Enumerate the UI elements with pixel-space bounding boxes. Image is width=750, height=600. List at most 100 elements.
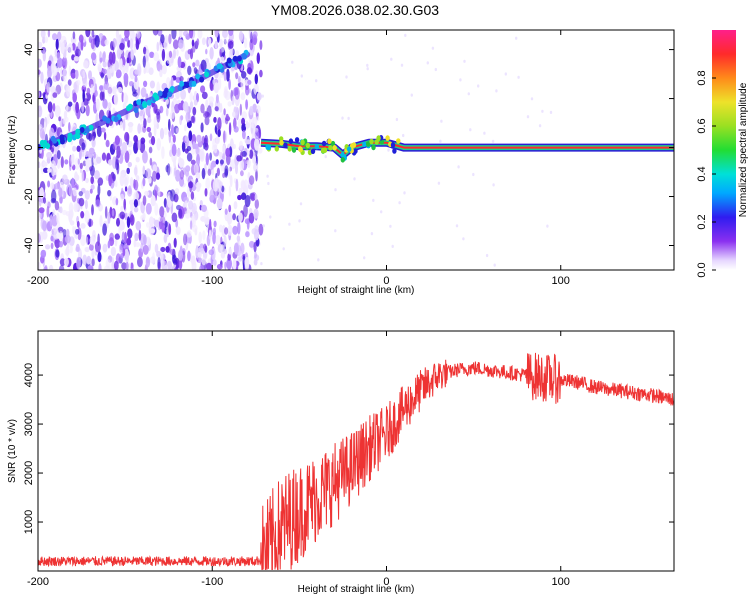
noise-blob	[85, 158, 90, 167]
noise-blob	[91, 138, 96, 148]
noise-blob	[83, 60, 89, 69]
noise-blob	[291, 60, 294, 64]
noise-blob	[38, 161, 41, 169]
noise-blob	[345, 75, 348, 79]
noise-blob	[380, 210, 383, 214]
noise-blob	[39, 187, 44, 199]
noise-blob	[105, 258, 111, 268]
noise-blob	[144, 190, 150, 197]
noise-blob	[173, 237, 177, 248]
noise-blob	[85, 30, 91, 38]
noise-blob	[187, 65, 192, 76]
noise-blob	[59, 195, 63, 204]
noise-blob	[492, 183, 495, 187]
noise-blob	[205, 99, 209, 109]
noise-blob	[155, 108, 161, 116]
noise-blob	[175, 127, 179, 134]
noise-blob	[402, 133, 405, 138]
noise-blob	[214, 30, 219, 38]
noise-blob	[47, 113, 50, 125]
noise-blob	[174, 169, 181, 182]
snr-x-tick-label: 0	[383, 576, 389, 588]
noise-blob	[189, 220, 193, 230]
noise-blob	[142, 55, 146, 68]
snr-frame	[37, 330, 675, 572]
noise-blob	[214, 40, 218, 49]
noise-blob	[173, 157, 177, 169]
noise-blob	[71, 177, 75, 189]
noise-blob	[161, 48, 166, 62]
noise-blob	[504, 72, 507, 76]
noise-blob	[201, 91, 208, 100]
noise-blob	[241, 111, 247, 120]
noise-blob	[39, 127, 45, 139]
noise-blob	[226, 68, 230, 82]
noise-blob	[102, 98, 108, 109]
noise-blob	[217, 129, 221, 138]
noise-blob	[54, 200, 60, 211]
noise-blob	[56, 150, 61, 160]
noise-blob	[200, 103, 205, 114]
noise-blob	[97, 64, 102, 73]
noise-blob	[252, 103, 257, 113]
noise-blob	[235, 72, 239, 80]
noise-blob	[138, 229, 142, 241]
noise-blob	[400, 63, 404, 67]
noise-blob	[90, 83, 94, 95]
noise-blob	[46, 205, 50, 218]
noise-blob	[257, 147, 263, 154]
noise-blob	[254, 73, 258, 85]
noise-blob	[220, 244, 225, 254]
noise-blob	[158, 190, 161, 198]
noise-blob	[135, 242, 141, 248]
noise-blob	[228, 122, 232, 136]
noise-blob	[57, 226, 64, 234]
noise-blob	[78, 197, 85, 207]
noise-blob	[54, 182, 61, 190]
noise-blob	[201, 37, 206, 46]
noise-blob	[110, 246, 116, 257]
noise-blob	[213, 259, 217, 266]
noise-blob	[155, 172, 161, 180]
noise-blob	[175, 226, 181, 236]
noise-blob	[129, 67, 136, 80]
spectrogram-y-tick-label: 0	[23, 145, 35, 151]
noise-blob	[192, 141, 196, 150]
noise-blob	[111, 86, 117, 95]
noise-blob	[238, 187, 243, 195]
noise-blob	[189, 92, 193, 102]
noise-blob	[90, 38, 95, 50]
noise-blob	[366, 63, 369, 67]
noise-blob	[127, 228, 133, 239]
noise-blob	[152, 30, 159, 36]
noise-blob	[493, 263, 496, 267]
noise-blob	[89, 188, 93, 194]
noise-blob	[237, 221, 241, 235]
noise-blob	[226, 258, 233, 270]
noise-blob	[204, 188, 208, 197]
sweep-blob	[157, 90, 163, 97]
noise-blob	[56, 52, 61, 60]
noise-blob	[97, 183, 101, 197]
noise-blob	[93, 170, 100, 180]
noise-blob	[145, 203, 152, 215]
noise-blob	[56, 158, 61, 170]
noise-blob	[148, 146, 153, 154]
noise-blob	[67, 43, 74, 54]
signal-blob	[314, 143, 319, 150]
noise-blob	[88, 70, 92, 80]
noise-blob	[353, 177, 356, 181]
noise-blob	[46, 151, 53, 159]
noise-blob	[248, 212, 255, 224]
noise-blob	[467, 92, 470, 96]
noise-blob	[154, 243, 159, 253]
noise-blob	[165, 107, 169, 117]
noise-blob	[54, 48, 57, 57]
noise-blob	[114, 233, 121, 240]
noise-blob	[159, 127, 165, 140]
noise-blob	[216, 167, 220, 177]
snr-x-tick-label: 100	[552, 576, 570, 588]
noise-blob	[62, 228, 67, 238]
colorbar: 0.0 0.2 0.4 0.6 0.8 Normalized spectral ampl…	[696, 30, 749, 278]
noise-blob	[40, 71, 44, 84]
